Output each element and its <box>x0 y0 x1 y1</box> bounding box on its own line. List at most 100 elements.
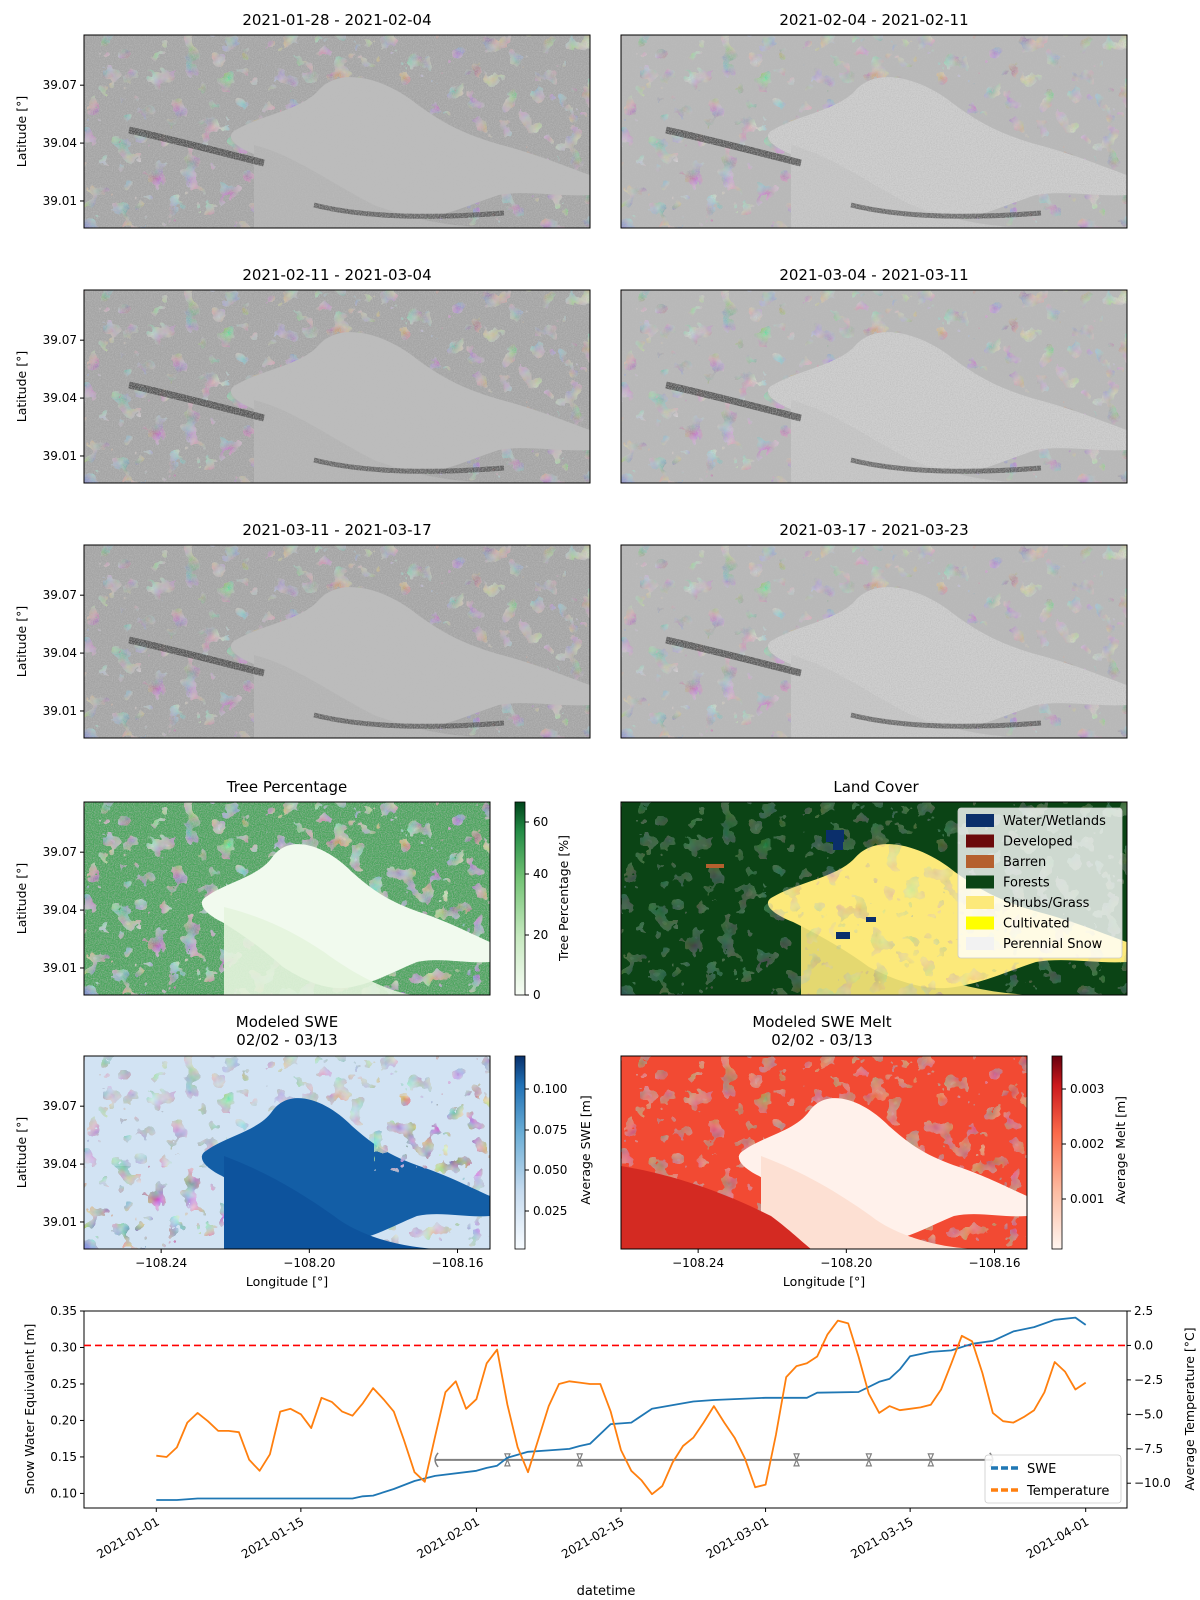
sar-panel-title: 2021-03-04 - 2021-03-11 <box>779 266 968 284</box>
swe-colorbar <box>514 1055 526 1250</box>
ts-ylabel: Snow Water Equivalent [m] <box>22 1324 37 1495</box>
sar-image <box>620 289 1128 484</box>
legend-label: Water/Wetlands <box>1003 814 1106 829</box>
melt-colorbar <box>1051 1055 1063 1250</box>
legend-swatch <box>966 814 994 827</box>
ts-y2label: Average Temperature [°C] <box>1182 1327 1197 1490</box>
y2-tick-label: −2.5 <box>1134 1373 1163 1387</box>
legend-swatch <box>966 855 994 868</box>
sar-panel-title: 2021-01-28 - 2021-02-04 <box>242 11 431 29</box>
sar-image <box>83 544 591 739</box>
sar-speckle <box>621 545 1127 738</box>
lat-tick-label: 39.01 <box>43 961 77 975</box>
tree-colorbar <box>514 801 526 996</box>
y-tick-label: 0.25 <box>50 1377 77 1391</box>
legend-label: Cultivated <box>1003 917 1070 932</box>
sar-frame <box>620 289 1128 484</box>
lon-tick-label: −108.24 <box>672 1256 724 1270</box>
sar-panel: 2021-03-04 - 2021-03-11 <box>620 266 1128 484</box>
colorbar-tick-label: 0.050 <box>533 1163 567 1177</box>
legend-swe: SWE <box>1027 1462 1056 1477</box>
lat-tick-label: 39.04 <box>43 646 77 660</box>
colorbar-tick-label: 0.001 <box>1070 1192 1104 1206</box>
sar-panel-title: 2021-02-04 - 2021-02-11 <box>779 11 968 29</box>
lat-tick-label: 39.07 <box>43 333 77 347</box>
sar-frame <box>83 34 591 229</box>
y-tick-label: 0.35 <box>50 1304 77 1318</box>
colorbar-tick-label: 0.100 <box>533 1082 567 1096</box>
sar-panel-title: 2021-03-11 - 2021-03-17 <box>242 521 431 539</box>
sar-panel: 2021-02-04 - 2021-02-11 <box>620 11 1128 229</box>
acquisition-marker <box>793 1453 800 1467</box>
sar-panels: 2021-01-28 - 2021-02-04 39.07 39.04 39.01 La… <box>14 11 1128 739</box>
lat-tick-label: 39.04 <box>43 136 77 150</box>
landcover-title: Land Cover <box>833 778 919 796</box>
sar-speckle <box>621 35 1127 228</box>
landcover-legend: Water/Wetlands Developed Barren Forests Shru… <box>957 807 1123 959</box>
lat-axis-label: Latitude [°] <box>14 351 29 422</box>
lon-tick-label: −108.24 <box>135 1256 187 1270</box>
swe-title-line1: Modeled SWE <box>236 1013 338 1031</box>
lat-axis-label: Latitude [°] <box>14 863 29 934</box>
sar-panel: 2021-03-11 - 2021-03-17 39.07 39.04 39.01 La… <box>14 521 591 739</box>
y2-tick-label: −7.5 <box>1134 1442 1163 1456</box>
lat-tick-label: 39.07 <box>43 78 77 92</box>
melt-cbar-label: Average Melt [m] <box>1113 1096 1128 1204</box>
lat-tick-label: 39.04 <box>43 903 77 917</box>
colorbar-tick-label: 60 <box>533 815 548 829</box>
modeled-melt-panel: Modeled SWE Melt 02/02 - 03/13 0.003 0.00… <box>620 1013 1128 1250</box>
tree-title: Tree Percentage <box>226 778 347 796</box>
ts-legend: SWE Temperature <box>984 1454 1122 1504</box>
lat-tick-label: 39.04 <box>43 1157 77 1171</box>
legend-label: Forests <box>1003 876 1050 891</box>
lat-tick-label: 39.07 <box>43 1099 77 1113</box>
legend-swatch <box>966 875 994 889</box>
acquisition-marker <box>576 1453 584 1467</box>
acquisition-marker <box>865 1453 873 1467</box>
sar-panel-title: 2021-02-11 - 2021-03-04 <box>242 266 431 284</box>
swe-cbar-label: Average SWE [m] <box>578 1095 593 1204</box>
modeled-swe-panel: Modeled SWE 02/02 - 03/13 0.100 0.075 0.05… <box>14 1013 593 1250</box>
lat-tick-label: 39.07 <box>43 588 77 602</box>
legend-swatch <box>966 896 994 909</box>
y-tick-label: 0.20 <box>50 1413 77 1427</box>
lon-tick-label: −108.16 <box>968 1256 1020 1270</box>
timeseries-panel: 2021-01-01 2021-01-15 2021-02-01 2021-02-15… <box>22 1304 1197 1599</box>
colorbar-tick-label: 20 <box>533 928 548 942</box>
lat-axis-label: Latitude [°] <box>14 96 29 167</box>
sar-image <box>620 544 1128 739</box>
swe-line <box>156 1316 1087 1501</box>
lat-tick-label: 39.01 <box>43 194 77 208</box>
lon-tick-label: −108.20 <box>283 1256 335 1270</box>
x-tick-label: 2021-03-01 <box>704 1514 771 1561</box>
lat-axis-label: Latitude [°] <box>14 606 29 677</box>
timeseries-frame <box>83 1310 1128 1509</box>
legend-swatch <box>966 834 994 848</box>
land-cover-panel: Land Cover Water/Wetlands Developed Barren… <box>620 778 1128 996</box>
sar-frame <box>620 34 1128 229</box>
swe-title-line2: 02/02 - 03/13 <box>236 1031 337 1049</box>
temperature-line <box>156 1319 1087 1496</box>
lat-tick-label: 39.07 <box>43 845 77 859</box>
legend-label: Shrubs/Grass <box>1003 896 1090 911</box>
y2-tick-label: 2.5 <box>1134 1304 1153 1318</box>
y2-tick-label: 0.0 <box>1134 1338 1153 1352</box>
sar-speckle <box>621 290 1127 483</box>
acquisition-marker <box>434 1452 439 1468</box>
sar-image <box>83 289 591 484</box>
lat-tick-label: 39.01 <box>43 704 77 718</box>
sar-frame <box>620 544 1128 739</box>
melt-title-line2: 02/02 - 03/13 <box>771 1031 872 1049</box>
acquisition-marker <box>927 1453 935 1467</box>
melt-title-line1: Modeled SWE Melt <box>752 1013 891 1031</box>
x-tick-label: 2021-04-01 <box>1024 1514 1091 1561</box>
legend-label: Developed <box>1003 835 1073 850</box>
x-tick-label: 2021-03-15 <box>848 1514 915 1561</box>
lon-axis-label: Longitude [°] <box>246 1274 328 1289</box>
lon-axis-label: Longitude [°] <box>783 1274 865 1289</box>
colorbar-tick-label: 0.075 <box>533 1123 567 1137</box>
sar-panel: 2021-02-11 - 2021-03-04 39.07 39.04 39.01 La… <box>14 266 591 484</box>
y2-tick-label: −5.0 <box>1134 1407 1163 1421</box>
lat-tick-label: 39.01 <box>43 449 77 463</box>
